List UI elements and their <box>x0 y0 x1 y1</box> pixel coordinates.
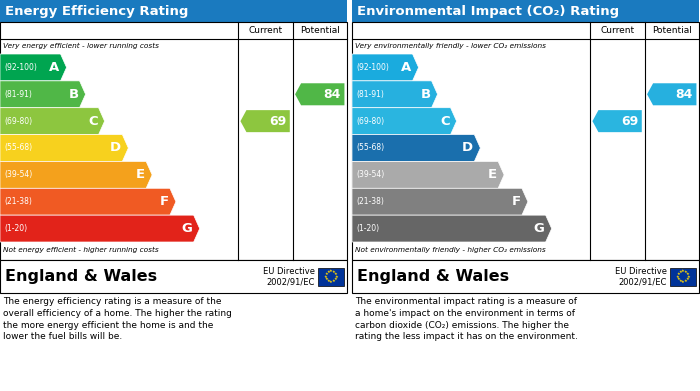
Text: B: B <box>421 88 430 101</box>
Text: ★: ★ <box>324 277 328 281</box>
Text: E: E <box>136 169 145 181</box>
Polygon shape <box>352 161 504 188</box>
Bar <box>0 22 347 260</box>
Text: F: F <box>160 195 169 208</box>
Polygon shape <box>352 215 552 242</box>
Text: (69-80): (69-80) <box>356 117 384 126</box>
Text: F: F <box>512 195 521 208</box>
Polygon shape <box>0 108 104 135</box>
Text: (1-20): (1-20) <box>4 224 27 233</box>
Text: England & Wales: England & Wales <box>357 269 509 284</box>
Text: ★: ★ <box>681 280 685 284</box>
Text: ★: ★ <box>678 279 682 283</box>
Polygon shape <box>352 81 438 108</box>
Text: (21-38): (21-38) <box>356 197 384 206</box>
Text: ★: ★ <box>676 274 680 278</box>
Text: (92-100): (92-100) <box>356 63 389 72</box>
Text: (39-54): (39-54) <box>4 170 32 179</box>
Text: ★: ★ <box>329 269 333 273</box>
Bar <box>0 0 347 22</box>
Text: 69: 69 <box>269 115 286 127</box>
Text: D: D <box>462 142 473 154</box>
Text: (55-68): (55-68) <box>356 143 384 152</box>
Text: ★: ★ <box>334 277 337 281</box>
Bar <box>0 260 347 293</box>
Text: 84: 84 <box>323 88 341 101</box>
Text: Energy Efficiency Rating: Energy Efficiency Rating <box>5 5 188 18</box>
Text: (92-100): (92-100) <box>4 63 37 72</box>
Text: ★: ★ <box>326 279 330 283</box>
Text: ★: ★ <box>324 272 328 276</box>
Text: ★: ★ <box>686 272 690 276</box>
Text: G: G <box>182 222 192 235</box>
Text: (81-91): (81-91) <box>4 90 32 99</box>
Text: Very energy efficient - lower running costs: Very energy efficient - lower running co… <box>3 43 159 49</box>
Text: The energy efficiency rating is a measure of the
overall efficiency of a home. T: The energy efficiency rating is a measur… <box>3 297 232 341</box>
Text: ★: ★ <box>335 274 338 278</box>
Text: Not energy efficient - higher running costs: Not energy efficient - higher running co… <box>3 247 159 253</box>
Text: The environmental impact rating is a measure of
a home's impact on the environme: The environmental impact rating is a mea… <box>355 297 578 341</box>
Text: England & Wales: England & Wales <box>5 269 157 284</box>
Text: (55-68): (55-68) <box>4 143 32 152</box>
Bar <box>318 267 344 285</box>
Text: (21-38): (21-38) <box>4 197 32 206</box>
Text: ★: ★ <box>323 274 328 278</box>
Polygon shape <box>0 135 128 161</box>
Text: Not environmentally friendly - higher CO₂ emissions: Not environmentally friendly - higher CO… <box>355 247 546 253</box>
Text: EU Directive
2002/91/EC: EU Directive 2002/91/EC <box>263 267 315 286</box>
Text: ★: ★ <box>332 279 335 283</box>
Text: (81-91): (81-91) <box>356 90 384 99</box>
Text: Environmental Impact (CO₂) Rating: Environmental Impact (CO₂) Rating <box>357 5 619 18</box>
Polygon shape <box>240 110 290 132</box>
Polygon shape <box>0 81 85 108</box>
Text: ★: ★ <box>676 277 680 281</box>
Text: A: A <box>401 61 412 74</box>
Bar <box>352 0 699 22</box>
Text: EU Directive
2002/91/EC: EU Directive 2002/91/EC <box>615 267 667 286</box>
Text: ★: ★ <box>678 270 682 274</box>
Polygon shape <box>352 188 528 215</box>
Text: Current: Current <box>600 26 634 35</box>
Text: Very environmentally friendly - lower CO₂ emissions: Very environmentally friendly - lower CO… <box>355 43 546 49</box>
Text: E: E <box>488 169 497 181</box>
Text: Potential: Potential <box>300 26 339 35</box>
Text: A: A <box>49 61 60 74</box>
Text: ★: ★ <box>334 272 337 276</box>
Text: G: G <box>534 222 545 235</box>
Text: ★: ★ <box>332 270 335 274</box>
Bar <box>352 22 699 260</box>
Text: ★: ★ <box>681 269 685 273</box>
Text: ★: ★ <box>329 280 333 284</box>
Text: B: B <box>69 88 78 101</box>
Polygon shape <box>592 110 642 132</box>
Text: 84: 84 <box>676 88 693 101</box>
Text: (1-20): (1-20) <box>356 224 379 233</box>
Text: ★: ★ <box>687 274 690 278</box>
Text: ★: ★ <box>684 279 687 283</box>
Polygon shape <box>352 135 480 161</box>
Polygon shape <box>0 54 66 81</box>
Bar <box>670 267 696 285</box>
Polygon shape <box>647 83 696 105</box>
Text: Current: Current <box>248 26 282 35</box>
Text: D: D <box>110 142 121 154</box>
Bar <box>352 260 699 293</box>
Text: 69: 69 <box>621 115 638 127</box>
Text: (39-54): (39-54) <box>356 170 384 179</box>
Text: ★: ★ <box>326 270 330 274</box>
Text: Potential: Potential <box>652 26 692 35</box>
Polygon shape <box>352 54 419 81</box>
Text: (69-80): (69-80) <box>4 117 32 126</box>
Text: C: C <box>88 115 97 127</box>
Polygon shape <box>0 161 152 188</box>
Text: ★: ★ <box>686 277 690 281</box>
Polygon shape <box>0 215 199 242</box>
Polygon shape <box>295 83 344 105</box>
Polygon shape <box>352 108 456 135</box>
Text: C: C <box>440 115 449 127</box>
Polygon shape <box>0 188 176 215</box>
Text: ★: ★ <box>684 270 687 274</box>
Text: ★: ★ <box>676 272 680 276</box>
